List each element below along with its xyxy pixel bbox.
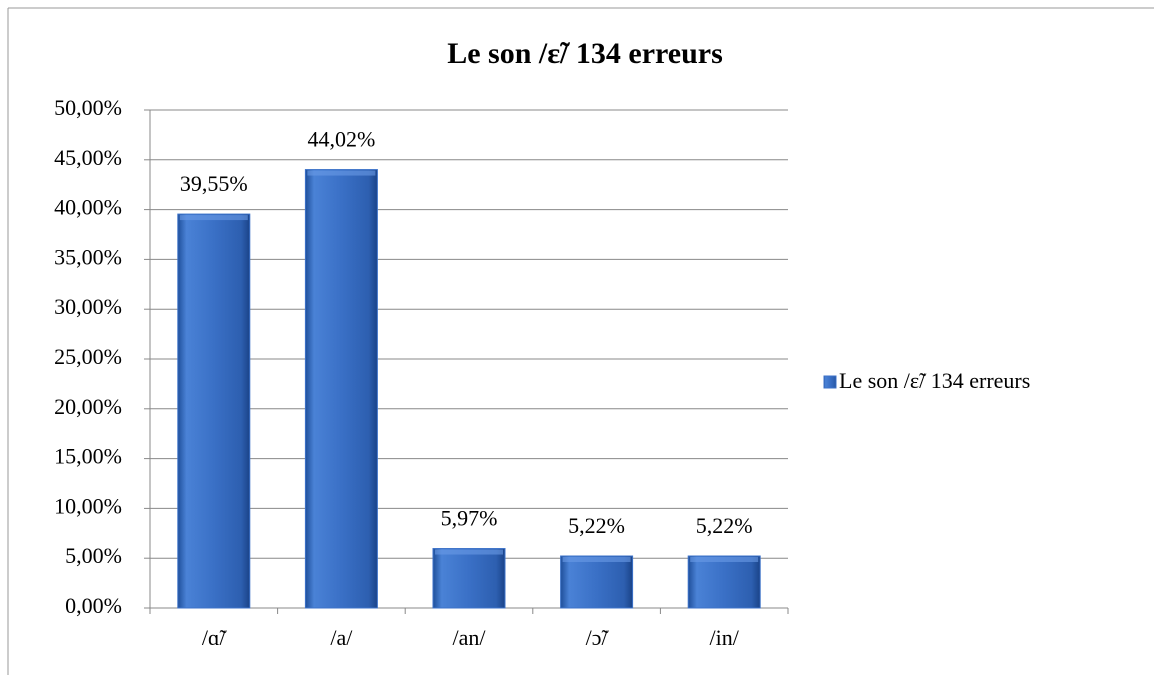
y-tick-label: 35,00% [54, 244, 122, 269]
y-tick-label: 30,00% [54, 294, 122, 319]
bar-bevel [562, 557, 631, 563]
x-tick-label: /in/ [710, 625, 740, 650]
x-tick-label: /ɔ̃/ [586, 625, 610, 650]
legend-swatch [823, 375, 837, 389]
x-tick-label: /an/ [453, 625, 487, 650]
value-label: 5,97% [441, 506, 498, 531]
bar [560, 555, 634, 609]
bar [432, 548, 506, 609]
bar-bevel [690, 557, 759, 563]
y-tick-label: 45,00% [54, 145, 122, 170]
legend-label: Le son /ɛ̃/ 134 erreurs [839, 368, 1030, 393]
bar [687, 555, 761, 609]
value-label: 44,02% [307, 127, 375, 152]
value-label: 5,22% [696, 513, 753, 538]
y-tick-label: 10,00% [54, 493, 122, 518]
bar [304, 169, 378, 609]
value-label: 5,22% [568, 513, 625, 538]
x-tick-label: /ɑ̃/ [202, 625, 228, 650]
x-tick-label: /a/ [330, 625, 353, 650]
bar-bevel [435, 549, 503, 555]
y-tick-label: 5,00% [65, 543, 122, 568]
value-label: 39,55% [180, 171, 248, 196]
bar-bevel [307, 170, 376, 176]
y-tick-label: 0,00% [65, 593, 122, 618]
chart-title: Le son /ɛ̃/ 134 erreurs [447, 37, 723, 70]
bar [177, 213, 251, 609]
y-tick-label: 25,00% [54, 344, 122, 369]
y-tick-label: 50,00% [54, 95, 122, 120]
bar-bevel [179, 215, 248, 221]
y-tick-label: 20,00% [54, 394, 122, 419]
y-tick-label: 40,00% [54, 195, 122, 220]
y-tick-label: 15,00% [54, 444, 122, 469]
